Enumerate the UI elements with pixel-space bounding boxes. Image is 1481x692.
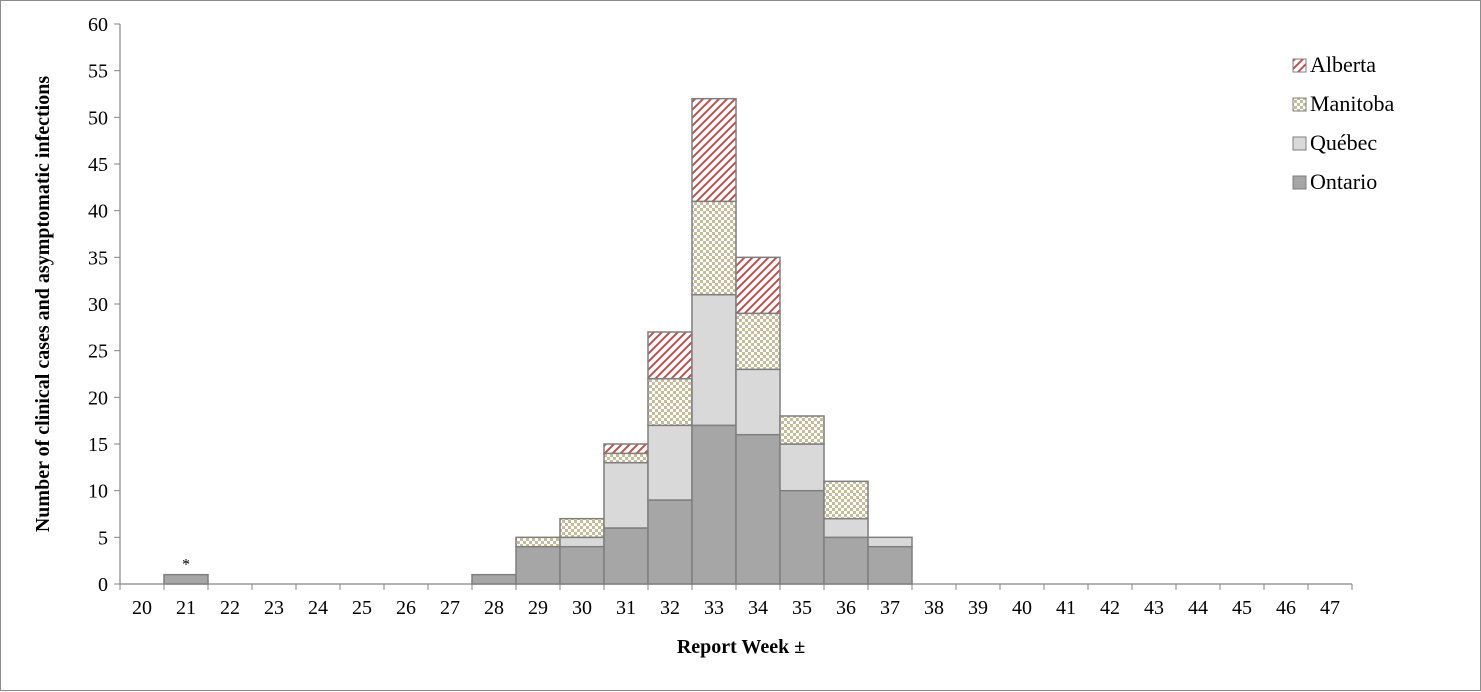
bar-quebec-week-35 — [779, 443, 825, 492]
legend-label-ontario: Ontario — [1310, 169, 1377, 194]
bar-ontario-week-32 — [647, 499, 693, 585]
bar-manitoba-week-34 — [735, 312, 781, 371]
y-tick-label: 0 — [98, 574, 108, 596]
x-tick-label: 31 — [616, 597, 636, 619]
x-tick-label: 39 — [968, 597, 988, 619]
bar-quebec-week-30 — [559, 536, 605, 548]
y-tick-label: 5 — [98, 527, 108, 549]
legend-swatch-quebec — [1292, 136, 1307, 151]
bar-quebec-week-37 — [867, 536, 913, 548]
x-tick-label: 42 — [1100, 597, 1120, 619]
legend-label-alberta: Alberta — [1310, 52, 1376, 77]
x-tick-label: 44 — [1188, 597, 1208, 619]
y-tick-label: 35 — [88, 247, 108, 269]
x-tick-label: 41 — [1056, 597, 1076, 619]
bar-quebec-week-33 — [691, 293, 737, 427]
x-tick-label: 23 — [264, 597, 284, 619]
bar-ontario-week-28 — [471, 573, 517, 585]
x-tick-label: 28 — [484, 597, 504, 619]
bar-manitoba-week-30 — [559, 517, 605, 539]
legend-label-quebec: Québec — [1310, 130, 1377, 155]
y-axis-title: Number of clinical cases and asymptomati… — [32, 76, 54, 532]
legend-label-manitoba: Manitoba — [1310, 91, 1395, 116]
bar-ontario-week-33 — [691, 424, 737, 585]
x-tick-label: 20 — [132, 597, 152, 619]
bar-ontario-week-35 — [779, 489, 825, 585]
annotation-asterisk: * — [182, 557, 190, 574]
y-tick-label: 45 — [88, 154, 108, 176]
bar-quebec-week-34 — [735, 368, 781, 436]
bar-manitoba-week-32 — [647, 377, 693, 427]
x-tick-label: 33 — [704, 597, 724, 619]
y-tick-label: 40 — [88, 201, 108, 223]
y-tick-label: 20 — [88, 387, 108, 409]
x-tick-label: 24 — [308, 597, 328, 619]
bar-quebec-week-36 — [823, 517, 869, 539]
bar-alberta-week-32 — [647, 331, 693, 380]
bar-manitoba-week-33 — [691, 200, 737, 296]
bar-quebec-week-32 — [647, 424, 693, 501]
x-tick-label: 27 — [440, 597, 460, 619]
bar-ontario-week-34 — [735, 433, 781, 585]
x-tick-label: 34 — [748, 597, 768, 619]
x-tick-label: 22 — [220, 597, 240, 619]
x-tick-label: 29 — [528, 597, 548, 619]
labels-layer: 0 5 10 15 20 25 30 35 40 45 50 55 60 20 21 22 23 24 25 26 27… — [32, 14, 1340, 658]
x-tick-label: 46 — [1276, 597, 1296, 619]
bar-ontario-week-36 — [823, 536, 869, 585]
y-tick-label: 10 — [88, 481, 108, 503]
x-tick-label: 37 — [880, 597, 900, 619]
y-tick-label: 30 — [88, 294, 108, 316]
x-tick-label: 25 — [352, 597, 372, 619]
bar-ontario-week-29 — [515, 545, 561, 585]
bar-manitoba-week-35 — [779, 415, 825, 445]
y-tick-label: 55 — [88, 61, 108, 83]
legend-swatch-manitoba — [1292, 97, 1307, 112]
x-axis-title: Report Week ± — [677, 636, 805, 658]
bar-ontario-week-21 — [163, 573, 209, 585]
bar-alberta-week-31 — [603, 443, 649, 455]
y-tick-label: 25 — [88, 341, 108, 363]
x-tick-label: 32 — [660, 597, 680, 619]
bar-ontario-week-37 — [867, 545, 913, 585]
bar-ontario-week-30 — [559, 545, 605, 585]
x-tick-label: 30 — [572, 597, 592, 619]
x-tick-label: 35 — [792, 597, 812, 619]
x-tick-label: 26 — [396, 597, 416, 619]
bar-alberta-week-33 — [691, 97, 737, 203]
bar-manitoba-week-36 — [823, 480, 869, 520]
y-tick-label: 15 — [88, 434, 108, 456]
legend: Alberta Manitoba Québec Ontario — [1292, 52, 1395, 194]
x-tick-label: 45 — [1232, 597, 1252, 619]
bar-ontario-week-31 — [603, 527, 649, 585]
bars-layer — [163, 97, 913, 585]
bar-manitoba-week-31 — [603, 452, 649, 464]
bar-manitoba-week-29 — [515, 536, 561, 548]
x-tick-label: 47 — [1320, 597, 1340, 619]
x-tick-label: 38 — [924, 597, 944, 619]
x-tick-label: 40 — [1012, 597, 1032, 619]
bar-alberta-week-34 — [735, 256, 781, 315]
bar-quebec-week-31 — [603, 461, 649, 529]
legend-swatch-ontario — [1292, 175, 1307, 190]
x-tick-label: 21 — [176, 597, 196, 619]
x-tick-label: 43 — [1144, 597, 1164, 619]
y-tick-label: 60 — [88, 14, 108, 36]
y-tick-label: 50 — [88, 107, 108, 129]
x-tick-label: 36 — [836, 597, 856, 619]
legend-swatch-alberta — [1292, 58, 1307, 73]
